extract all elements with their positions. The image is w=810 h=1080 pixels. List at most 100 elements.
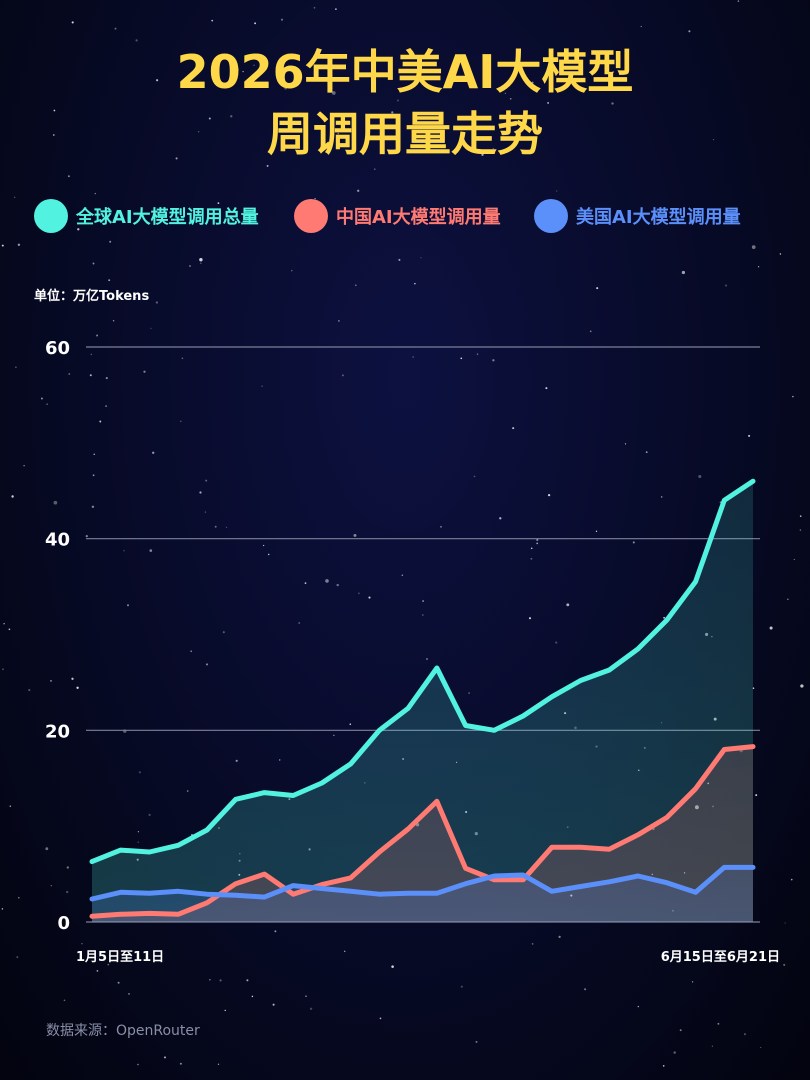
star — [460, 357, 463, 360]
star — [374, 168, 376, 170]
y-tick-label-40: 40 — [45, 530, 70, 551]
star — [112, 320, 115, 322]
star — [743, 1033, 746, 1036]
star — [71, 677, 74, 680]
star — [492, 147, 494, 150]
star — [93, 453, 95, 455]
star — [105, 377, 108, 380]
star — [357, 189, 360, 192]
star — [3, 623, 5, 625]
star — [66, 866, 69, 869]
star — [99, 420, 102, 423]
star — [536, 538, 539, 541]
star — [135, 39, 138, 42]
star — [530, 547, 533, 550]
star — [663, 616, 665, 619]
star — [492, 359, 495, 362]
star — [414, 282, 416, 285]
star — [8, 628, 11, 631]
star — [391, 111, 394, 114]
star — [238, 220, 241, 224]
star — [314, 197, 316, 200]
star — [584, 988, 587, 991]
star — [787, 598, 789, 600]
star — [536, 542, 539, 545]
star — [148, 813, 151, 817]
star — [274, 930, 277, 933]
star — [90, 353, 93, 356]
star — [52, 134, 55, 136]
star — [198, 131, 200, 133]
star — [558, 935, 561, 939]
star — [152, 451, 155, 454]
star — [199, 491, 202, 494]
star — [632, 541, 635, 544]
star — [555, 641, 558, 644]
star — [236, 68, 239, 71]
line-series-2 — [89, 864, 756, 902]
legend-item-usa: 美国AI大模型调用量 — [534, 196, 741, 236]
star — [547, 493, 551, 497]
star — [143, 370, 146, 373]
star — [205, 479, 208, 482]
star — [331, 91, 336, 95]
x-tick-label-start: 1月5日至11日 — [76, 950, 164, 965]
star — [81, 942, 83, 945]
star — [71, 21, 74, 24]
star — [179, 1062, 182, 1065]
star — [224, 1009, 226, 1012]
star — [412, 356, 414, 358]
star — [280, 18, 284, 21]
star — [108, 279, 111, 282]
star — [305, 995, 307, 997]
star — [711, 1045, 714, 1047]
star — [204, 511, 207, 513]
star — [800, 684, 804, 688]
star — [660, 496, 663, 498]
legend-item-global: 全球AI大模型调用总量 — [34, 196, 259, 236]
star — [105, 405, 108, 408]
star — [155, 301, 159, 304]
star — [11, 495, 14, 498]
legend-label-global: 全球AI大模型调用总量 — [76, 207, 259, 228]
star — [96, 970, 99, 972]
star — [760, 1046, 762, 1049]
star — [755, 794, 758, 797]
star — [391, 965, 394, 968]
star — [413, 81, 416, 84]
star — [752, 687, 755, 689]
star — [595, 530, 598, 532]
star — [54, 293, 57, 296]
star — [77, 228, 80, 231]
star — [640, 25, 642, 28]
y-tick-label-60: 60 — [45, 338, 70, 359]
star — [246, 979, 249, 982]
area-series-0 — [92, 481, 753, 922]
star — [751, 245, 756, 249]
star — [156, 79, 159, 82]
star — [397, 99, 399, 102]
star — [53, 500, 58, 505]
star — [262, 544, 265, 547]
star — [769, 626, 773, 630]
star — [422, 600, 424, 602]
legend: 全球AI大模型调用总量 中国AI大模型调用量 美国AI大模型调用量 — [0, 196, 810, 236]
legend-item-china: 中国AI大模型调用量 — [294, 196, 501, 236]
star — [284, 86, 287, 90]
star — [190, 650, 193, 653]
star — [528, 617, 532, 620]
chart-title-line1: 2026年中美AI大模型 — [176, 45, 634, 99]
star — [137, 831, 140, 833]
star — [68, 373, 71, 375]
star — [596, 287, 599, 290]
star — [214, 525, 217, 528]
star — [261, 385, 263, 387]
star — [290, 82, 292, 85]
star — [107, 963, 110, 966]
star — [2, 668, 4, 671]
star — [512, 427, 515, 430]
star — [504, 92, 506, 94]
star — [679, 1029, 682, 1032]
star — [92, 474, 95, 477]
